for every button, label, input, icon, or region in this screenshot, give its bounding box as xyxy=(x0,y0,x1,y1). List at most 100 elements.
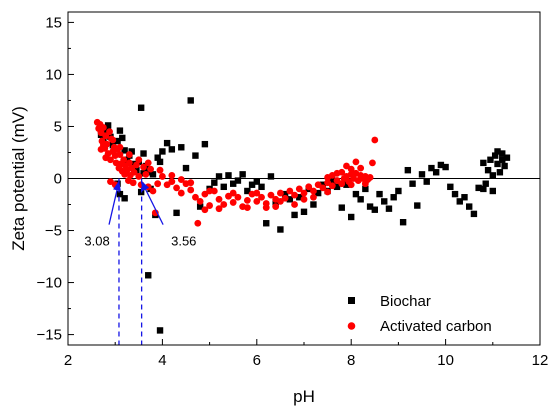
data-point xyxy=(314,189,322,197)
series-biochar xyxy=(97,97,511,334)
data-point xyxy=(121,195,128,202)
data-point xyxy=(168,171,176,179)
data-point xyxy=(145,272,152,279)
data-point xyxy=(248,181,256,188)
data-point xyxy=(109,136,117,144)
data-point xyxy=(206,187,214,195)
data-point xyxy=(119,134,126,142)
legend-marker-activated-carbon xyxy=(347,322,356,330)
data-point xyxy=(230,180,237,187)
data-point xyxy=(258,183,265,191)
data-point xyxy=(437,161,445,169)
y-tick-label: 15 xyxy=(45,14,62,31)
data-point xyxy=(494,148,501,155)
data-point xyxy=(192,152,199,159)
x-tick-label: 10 xyxy=(437,352,454,369)
data-point xyxy=(102,154,110,162)
data-point xyxy=(428,164,435,172)
annotation-label: 3.56 xyxy=(171,234,196,249)
data-point xyxy=(352,190,360,198)
data-point xyxy=(423,178,430,185)
data-point xyxy=(487,156,494,163)
data-point xyxy=(404,166,412,174)
data-point xyxy=(296,194,303,201)
data-point xyxy=(395,187,402,195)
data-point xyxy=(300,189,308,197)
data-point xyxy=(192,193,199,201)
data-point xyxy=(140,163,147,171)
data-point xyxy=(305,183,313,191)
data-point xyxy=(201,206,209,214)
legend: Biochar Activated carbon xyxy=(347,293,492,335)
data-point xyxy=(102,128,109,135)
y-tick-label: −10 xyxy=(37,275,62,292)
data-point xyxy=(140,150,147,157)
annotation-arrow xyxy=(108,180,121,225)
y-tick-label: 10 xyxy=(45,66,62,83)
data-point xyxy=(244,187,251,195)
data-point xyxy=(137,104,145,111)
data-point xyxy=(491,152,499,159)
data-point xyxy=(154,154,161,161)
y-tick-label: 0 xyxy=(54,171,62,188)
legend-marker-biochar xyxy=(348,297,355,304)
y-tick-label: −5 xyxy=(45,223,62,240)
data-point xyxy=(371,206,378,213)
data-point xyxy=(442,163,449,171)
data-point xyxy=(286,187,294,195)
data-point xyxy=(470,210,478,218)
data-point xyxy=(456,198,463,205)
data-point xyxy=(149,171,157,178)
data-point xyxy=(196,203,204,210)
data-point xyxy=(324,188,331,196)
data-point xyxy=(114,137,121,145)
x-tick-label: 4 xyxy=(158,352,166,369)
data-point xyxy=(156,327,164,334)
data-point xyxy=(121,147,128,154)
data-point xyxy=(418,171,426,178)
data-point xyxy=(277,197,284,205)
data-point xyxy=(324,174,331,181)
ticks-layer: 2 4 6 8 10 12 −15 −10 −5 0 5 10 15 xyxy=(37,14,549,369)
legend-label-biochar: Biochar xyxy=(380,293,431,310)
data-point xyxy=(489,187,496,195)
data-point xyxy=(168,146,176,153)
data-point xyxy=(147,165,155,173)
data-point xyxy=(258,193,265,201)
data-point xyxy=(475,184,482,192)
data-point xyxy=(154,180,162,188)
data-point xyxy=(116,127,124,134)
data-point xyxy=(357,196,364,203)
data-point xyxy=(310,201,317,208)
x-axis-title: pH xyxy=(293,387,315,406)
data-point xyxy=(125,151,133,158)
data-point xyxy=(409,180,416,187)
data-point xyxy=(451,190,459,198)
data-point xyxy=(243,196,251,204)
data-point xyxy=(348,213,355,221)
data-point xyxy=(130,168,138,176)
data-point xyxy=(100,124,107,131)
data-point xyxy=(361,180,369,188)
data-point xyxy=(357,164,365,172)
y-tick-label: −15 xyxy=(37,327,62,344)
data-point xyxy=(366,174,374,181)
data-point xyxy=(206,202,214,209)
data-point xyxy=(135,173,143,180)
data-point xyxy=(295,185,303,193)
data-point xyxy=(267,191,275,199)
data-point xyxy=(104,122,112,129)
data-point xyxy=(234,193,242,201)
data-point xyxy=(371,136,379,144)
annotation-label: 3.08 xyxy=(84,234,109,249)
data-point xyxy=(338,204,345,211)
annotation-arrow xyxy=(141,180,164,225)
legend-label-activated-carbon: Activated carbon xyxy=(380,318,492,335)
data-point xyxy=(480,185,487,193)
data-point xyxy=(159,173,166,180)
data-point xyxy=(499,156,506,163)
data-point xyxy=(366,203,374,210)
data-point xyxy=(319,184,327,192)
data-point xyxy=(381,198,388,205)
data-point xyxy=(163,139,171,147)
